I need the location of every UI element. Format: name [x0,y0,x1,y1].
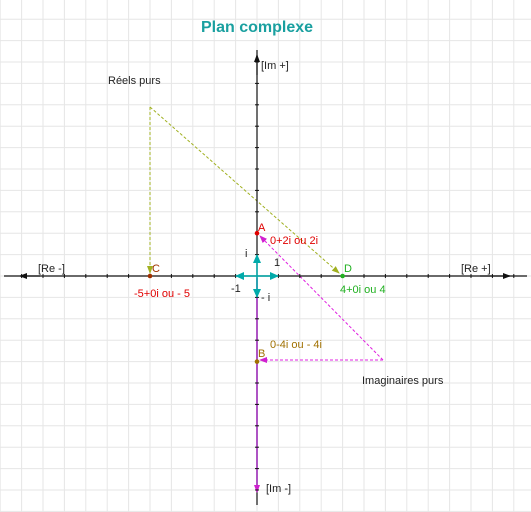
unit-label-one: 1 [274,257,280,269]
point-letter-C: C [152,263,160,275]
point-A-marker [254,230,260,236]
reels-purs-guides [147,106,340,274]
imag-guide-to-A [259,235,384,361]
caption-imaginaires-purs: Imaginaires purs [362,375,444,387]
point-label-B: 0-4i ou - 4i [270,339,322,351]
reels-guide-to-D [149,106,340,274]
unit-label-minus-i: - i [261,292,270,304]
point-label-C: -5+0i ou - 5 [134,288,190,300]
axis-label-im-pos: [Im +] [261,60,289,72]
unit-label-minus-one: -1 [231,283,241,295]
point-C-marker [147,273,153,279]
diagram-title: Plan complexe [201,19,313,36]
point-label-A: 0+2i ou 2i [270,235,318,247]
axes [4,50,527,505]
point-letter-A: A [258,222,266,234]
point-letter-D: D [344,263,352,275]
unit-label-i: i [245,248,247,260]
axis-ticks [21,61,515,491]
points [147,230,345,364]
point-B-marker [254,359,260,364]
axis-label-re-neg: [Re -] [38,263,65,275]
axis-label-re-pos: [Re +] [461,263,491,275]
caption-reels-purs: Réels purs [108,75,161,87]
imaginaires-purs-guides [259,235,384,363]
point-label-D: 4+0i ou 4 [340,284,386,296]
axis-label-im-neg: [Im -] [266,483,291,495]
point-letter-B: B [258,348,265,360]
point-D-marker [340,273,345,279]
unit-vectors [235,254,279,298]
